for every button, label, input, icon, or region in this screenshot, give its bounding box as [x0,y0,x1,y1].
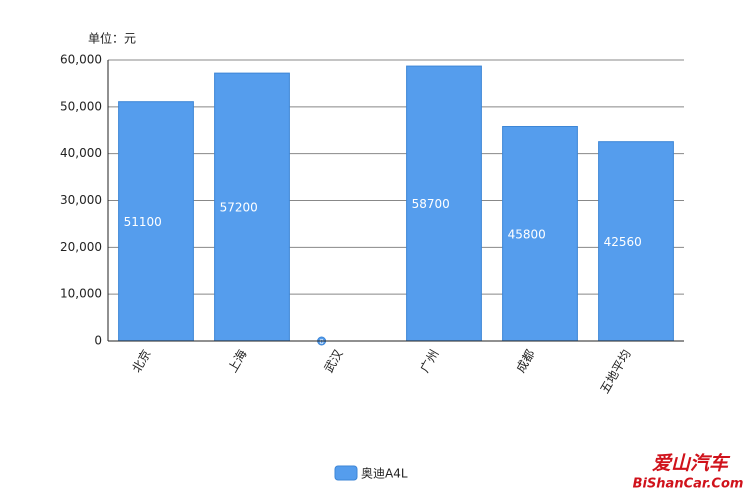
legend-swatch [334,465,358,481]
y-tick-label: 60,000 [60,53,102,67]
value-label: 51100 [124,215,162,229]
bar [502,126,578,342]
y-tick-label: 30,000 [60,193,102,207]
unit-label: 单位：元 [88,31,136,46]
bar [406,65,482,342]
x-tick-label: 北京 [129,347,153,375]
bar [118,101,194,342]
y-tick-label: 10,000 [60,287,102,301]
y-tick-label: 50,000 [60,99,102,113]
value-label: 58700 [412,197,450,211]
x-tick-label: 武汉 [321,347,345,375]
bar [214,72,290,342]
x-tick-label: 广州 [417,347,441,375]
x-tick-label: 五地平均 [597,347,633,396]
watermark-url: BiShanCar.Com [633,477,744,492]
value-label: 42560 [604,235,642,249]
y-tick-label: 20,000 [60,240,102,254]
value-label: 57200 [220,201,258,215]
y-tick-label: 0 [94,334,102,348]
watermark-title: 爱山汽车 [652,453,731,475]
y-tick-label: 40,000 [60,146,102,160]
legend-label: 奥迪A4L [361,467,408,481]
value-label: 0 [319,338,323,346]
bar [598,141,674,342]
x-tick-label: 成都 [513,347,537,375]
x-tick-label: 上海 [225,347,250,375]
value-label: 45800 [508,227,546,241]
